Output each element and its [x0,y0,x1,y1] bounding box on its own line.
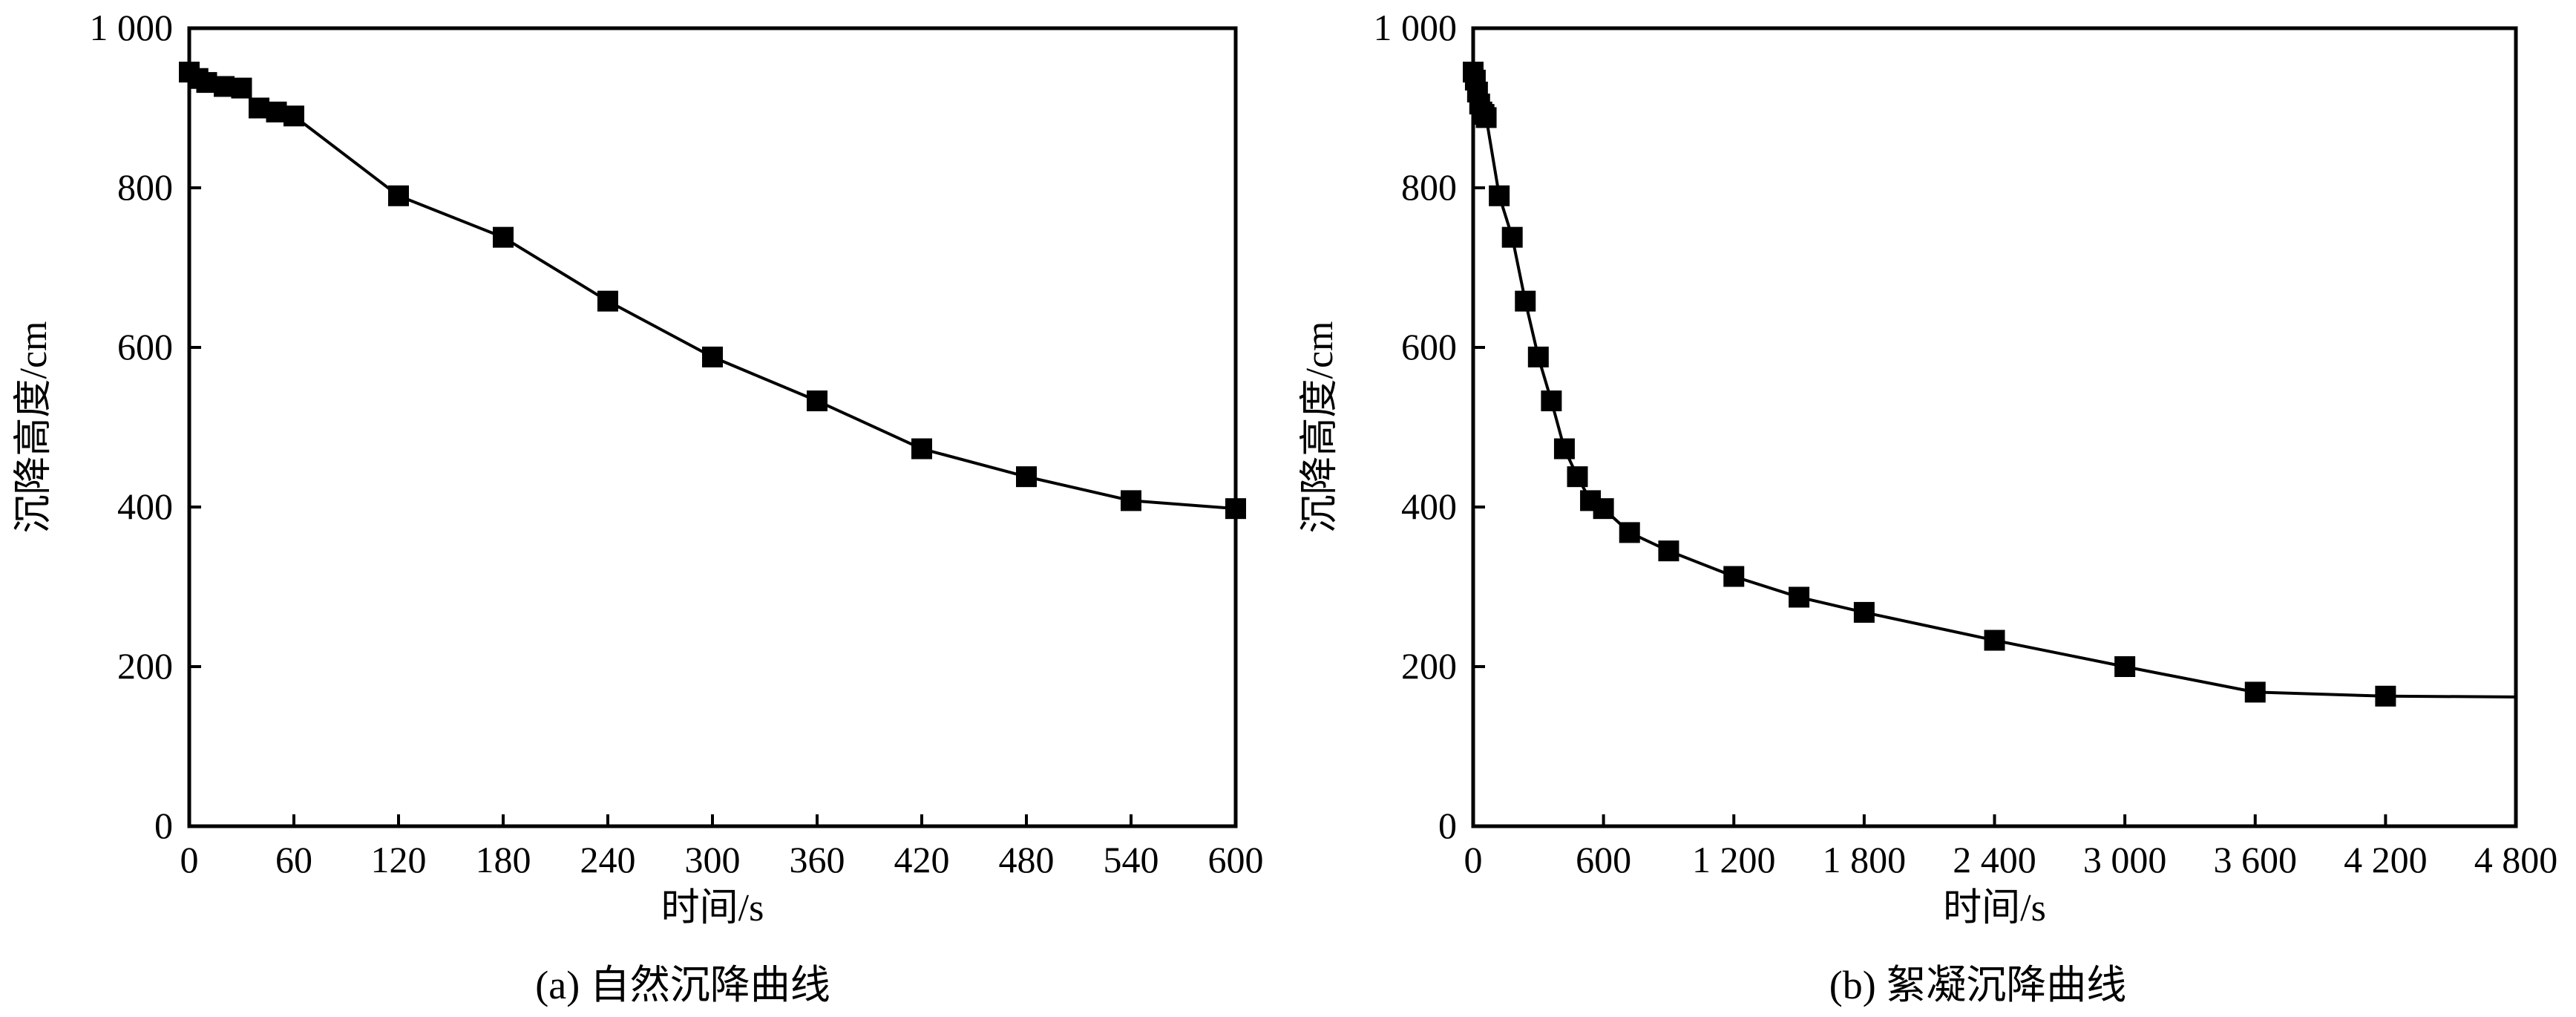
x-tick-label: 2 400 [1953,839,2036,880]
x-tick-label: 4 800 [2474,839,2558,880]
data-point-marker [1489,185,1510,206]
y-tick-label: 600 [117,326,173,367]
y-tick-label: 0 [1438,805,1457,846]
data-point-marker [231,77,252,99]
x-tick-label: 3 600 [2214,839,2298,880]
data-point-marker [597,290,618,312]
data-point-marker [1225,498,1246,520]
x-tick-label: 360 [790,839,845,880]
data-point-marker [2114,656,2136,677]
data-point-marker [249,97,269,119]
data-point-marker [1475,107,1497,128]
data-point-marker [1515,290,1536,312]
x-tick-label: 1 200 [1692,839,1776,880]
y-tick-label: 800 [1401,166,1457,208]
x-tick-label: 540 [1104,839,1159,880]
x-tick-label: 480 [999,839,1055,880]
data-point-marker [1016,466,1037,488]
data-point-marker [2375,685,2396,707]
y-tick-label: 200 [1401,645,1457,687]
panel-b-caption: (b) 絮凝沉降曲线 [1829,963,2126,1007]
data-point-marker [1553,438,1575,460]
data-point-marker [1593,498,1614,520]
y-tick-label: 400 [117,485,173,527]
data-point-marker [1121,490,1141,511]
data-point-marker [702,346,723,367]
chart-panel-b: (b) 絮凝沉降曲线 0 600 1 200 1 800 2 400 3 000 3 600… [1299,7,2557,1007]
x-tick-label: 120 [371,839,427,880]
data-point-marker [911,438,932,460]
y-tick-label: 600 [1401,326,1457,367]
chart-panel-a: (a) 自然沉降曲线 0 60 120 180 240 300 360 420 480 540 60… [13,7,1264,1007]
data-point-marker [214,76,235,97]
x-tick-label: 600 [1576,839,1631,880]
x-tick-label: 180 [476,839,531,880]
data-point-marker [196,72,217,94]
x-axis-label: 时间/s [661,887,764,929]
x-tick-label: 0 [180,839,199,880]
y-axis-label: 沉降高度/cm [1299,321,1341,534]
data-point-marker [1567,466,1588,488]
data-point-marker [1853,601,1875,623]
x-axis-label: 时间/s [1943,887,2046,929]
x-tick-label: 420 [894,839,950,880]
data-point-marker [388,185,409,206]
x-tick-label: 0 [1464,839,1483,880]
y-tick-label: 800 [117,166,173,208]
x-tick-label: 1 800 [1823,839,1907,880]
panel-a-caption: (a) 自然沉降曲线 [535,963,830,1007]
data-point-marker [1541,390,1562,412]
data-point-marker [1527,346,1549,367]
data-point-marker [1723,566,1745,587]
x-tick-label: 4 200 [2344,839,2428,880]
y-tick-label: 1 000 [90,7,174,48]
data-point-marker [1619,522,1640,543]
y-axis-label: 沉降高度/cm [13,321,55,534]
x-tick-label: 240 [580,839,636,880]
x-tick-label: 300 [685,839,741,880]
data-point-marker [1789,586,1810,608]
x-tick-label: 600 [1208,839,1264,880]
data-point-marker [807,390,827,412]
y-tick-label: 0 [154,805,173,846]
data-point-marker [266,101,287,122]
data-point-marker [1984,630,2005,651]
data-point-marker [493,226,514,248]
data-point-marker [1501,226,1523,248]
data-point-marker [1658,540,1679,562]
y-tick-label: 200 [117,645,173,687]
data-point-marker [284,105,304,127]
x-tick-label: 60 [275,839,312,880]
data-point-marker [2244,681,2266,703]
x-tick-label: 3 000 [2083,839,2167,880]
y-tick-label: 400 [1401,485,1457,527]
y-tick-label: 1 000 [1374,7,1458,48]
